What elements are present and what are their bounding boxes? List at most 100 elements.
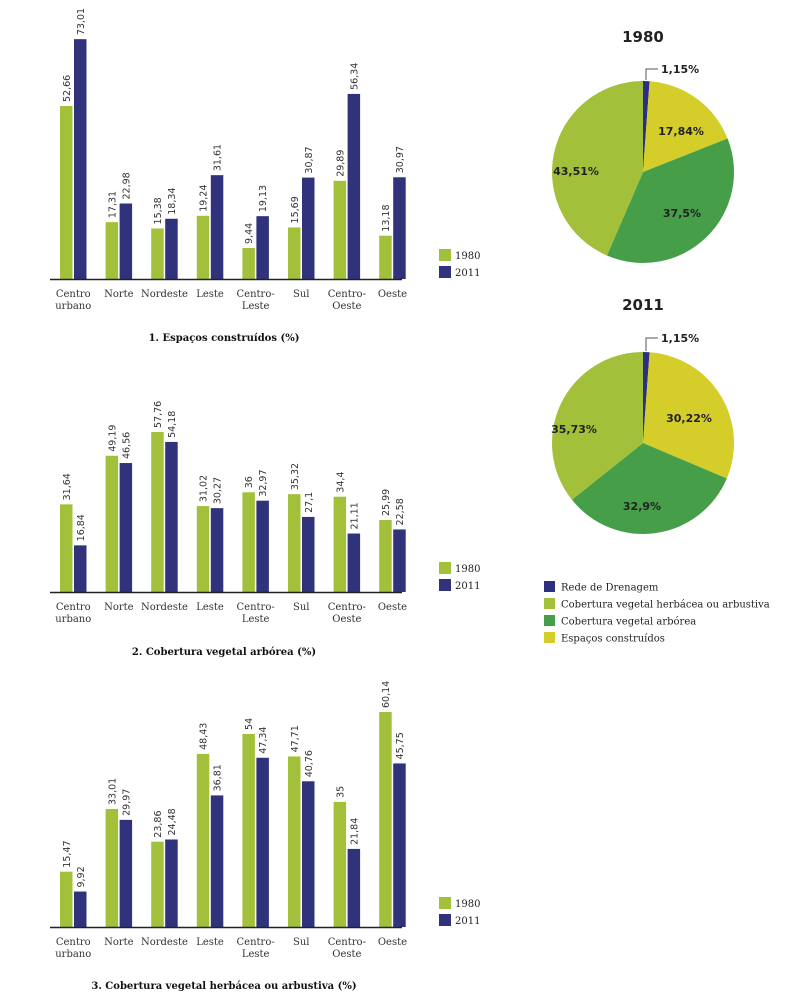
x-tick-label: Oeste xyxy=(378,602,407,613)
x-tick-label: Norte xyxy=(104,602,134,613)
pie-slice-rede xyxy=(643,81,650,172)
data-label-1980: 13,18 xyxy=(381,205,392,232)
bar-2011 xyxy=(347,533,361,592)
data-label-2011: 36,81 xyxy=(213,764,224,791)
x-tick-label: urbano xyxy=(55,949,91,960)
data-label-1980: 35,32 xyxy=(290,463,301,490)
legend-label-1980: 1980 xyxy=(455,899,480,910)
legend-label-1980: 1980 xyxy=(455,564,480,575)
x-tick-label: Centro- xyxy=(328,602,366,613)
bar-1980 xyxy=(242,733,255,927)
bar-1980 xyxy=(151,432,164,592)
bar-2011 xyxy=(210,508,224,592)
data-label-2011: 27,1 xyxy=(304,492,315,513)
data-label-1980: 60,14 xyxy=(381,681,392,708)
data-label-1980: 29,89 xyxy=(335,150,346,177)
data-label-2011: 47,34 xyxy=(258,727,269,754)
legend-label-2011: 2011 xyxy=(455,581,480,592)
x-tick-label: Norte xyxy=(104,937,134,948)
bar-2011 xyxy=(74,891,87,927)
data-label-1980: 17,31 xyxy=(107,191,118,218)
bar-1980 xyxy=(196,215,210,279)
pie-legend: Rede de Drenagem Cobertura vegetal herbác… xyxy=(544,581,770,645)
data-label-2011: 22,58 xyxy=(395,498,406,525)
bar-1980 xyxy=(151,841,164,927)
bar-1980 xyxy=(333,496,347,592)
bar-2011 xyxy=(347,848,361,927)
pie-label-construidos: 30,22% xyxy=(666,412,712,425)
x-tick-label: Oeste xyxy=(378,937,407,948)
legend-label-rede: Rede de Drenagem xyxy=(561,583,659,594)
x-tick-label: Centro- xyxy=(237,289,275,300)
bar-2011 xyxy=(119,463,133,592)
bar-1980 xyxy=(105,455,119,592)
pie-slice-construidos xyxy=(643,81,728,172)
pie-slice-arborea xyxy=(571,443,727,535)
data-label-1980: 48,43 xyxy=(199,723,210,750)
pie-slice-rede xyxy=(643,352,650,443)
data-label-1980: 33,01 xyxy=(107,778,118,805)
data-label-1980: 57,76 xyxy=(153,401,164,428)
bar-2011 xyxy=(119,203,133,279)
bar-2011 xyxy=(165,218,178,279)
bar-1980 xyxy=(196,506,210,592)
legend-swatch-1980 xyxy=(439,897,451,909)
data-label-1980: 31,64 xyxy=(62,473,73,500)
leader-line xyxy=(645,68,658,80)
data-label-2011: 73,01 xyxy=(76,8,87,35)
bar-2011 xyxy=(347,93,361,280)
data-label-1980: 19,24 xyxy=(199,185,210,212)
bar-1980 xyxy=(288,756,301,927)
bar-2011 xyxy=(302,781,315,927)
x-tick-label: Oeste xyxy=(332,949,361,960)
data-label-1980: 35 xyxy=(335,786,346,798)
pie-slice-construidos xyxy=(643,352,735,479)
legend-swatch-2011 xyxy=(439,914,451,926)
x-tick-label: Leste xyxy=(196,937,224,948)
bar-2011 xyxy=(165,441,178,592)
pie-title-1980: 1980 xyxy=(622,28,664,46)
x-tick-label: Centro- xyxy=(328,289,366,300)
bar-1980 xyxy=(105,808,119,927)
x-tick-label: Centro xyxy=(56,937,91,948)
x-tick-label: Nordeste xyxy=(141,289,188,300)
bar-1980 xyxy=(288,494,301,592)
bar-2011 xyxy=(165,839,178,927)
legend-swatch-2011 xyxy=(439,579,451,591)
x-tick-label: Oeste xyxy=(378,289,407,300)
legend-swatch-rede xyxy=(544,581,555,592)
x-tick-label: Sul xyxy=(293,602,310,613)
x-tick-label: Leste xyxy=(196,602,224,613)
pie-slice-herbacea xyxy=(552,80,643,256)
x-tick-label: Sul xyxy=(293,937,310,948)
data-label-2011: 18,34 xyxy=(167,188,178,215)
data-label-1980: 25,99 xyxy=(381,489,392,516)
x-tick-label: Nordeste xyxy=(141,937,188,948)
legend-swatch-arborea xyxy=(544,615,555,626)
bar-1980 xyxy=(379,520,392,592)
pie-label-rede: 1,15% xyxy=(661,332,699,345)
data-label-2011: 30,87 xyxy=(304,146,315,173)
legend-swatch-construidos xyxy=(544,632,555,643)
pie-label-arborea: 37,5% xyxy=(663,207,701,220)
x-tick-label: Centro xyxy=(56,602,91,613)
bar-1980 xyxy=(196,753,210,927)
pie-chart-1980: 1,15% 17,84% 37,5% 43,51% xyxy=(552,63,734,263)
legend-label-arborea: Cobertura vegetal arbórea xyxy=(561,617,696,628)
bar-2011 xyxy=(119,819,133,927)
x-tick-label: Leste xyxy=(242,949,270,960)
bar-1980 xyxy=(333,801,347,927)
data-label-1980: 54 xyxy=(244,718,255,730)
bar-2011 xyxy=(74,545,87,592)
bar-2011 xyxy=(302,516,315,592)
chart-title-3: 3. Cobertura vegetal herbácea ou arbusti… xyxy=(91,981,356,992)
data-label-1980: 15,38 xyxy=(153,197,164,224)
pie-title-2011: 2011 xyxy=(622,296,664,314)
bar-2011 xyxy=(74,39,87,279)
legend-label-2011: 2011 xyxy=(455,916,480,927)
data-label-1980: 52,66 xyxy=(62,75,73,102)
legend-label-1980: 1980 xyxy=(455,251,480,262)
x-tick-label: Oeste xyxy=(332,614,361,625)
legend-swatch-herbacea xyxy=(544,598,555,609)
